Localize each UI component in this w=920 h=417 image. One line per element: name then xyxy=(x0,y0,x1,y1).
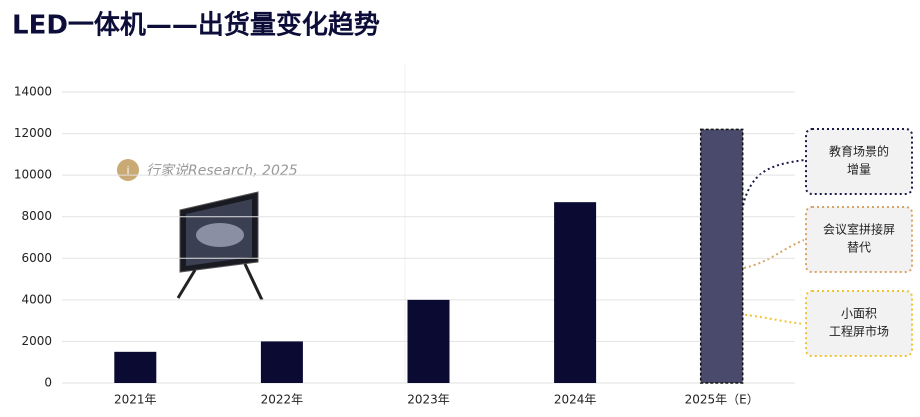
tv-illustration xyxy=(176,191,264,301)
watermark-logo: i xyxy=(117,159,139,181)
y-tick-label: 0 xyxy=(44,376,52,390)
annotation-text: 小面积 xyxy=(841,307,877,321)
y-tick-label: 12000 xyxy=(14,126,52,140)
x-tick-label: 2022年 xyxy=(261,393,304,407)
x-tick-label: 2021年 xyxy=(114,393,157,407)
bar xyxy=(114,351,157,383)
y-tick-label: 10000 xyxy=(14,168,52,182)
connector xyxy=(739,313,805,325)
annotation-text: 替代 xyxy=(847,241,871,255)
svg-text:i: i xyxy=(126,164,129,177)
y-tick-label: 8000 xyxy=(21,209,52,223)
x-tick-label: 2025年（E） xyxy=(685,393,759,407)
annotation-text: 工程屏市场 xyxy=(829,324,889,339)
connector xyxy=(743,239,805,269)
y-tick-label: 2000 xyxy=(21,334,52,348)
y-tick-label: 14000 xyxy=(14,85,52,99)
annotation-box xyxy=(805,128,913,195)
y-tick-label: 4000 xyxy=(21,292,52,306)
annotation-box xyxy=(805,206,913,273)
x-tick-label: 2024年 xyxy=(554,393,597,407)
annotation-text: 教育场景的 xyxy=(829,144,889,159)
bar xyxy=(554,202,597,383)
bar xyxy=(260,341,303,383)
bar xyxy=(407,299,450,383)
bar xyxy=(699,128,744,384)
annotation-text: 增量 xyxy=(847,163,871,177)
watermark: 行家说Research, 2025 xyxy=(146,163,298,179)
annotation-text: 会议室拼接屏 xyxy=(823,222,895,237)
chart-title: LED一体机——出货量变化趋势 xyxy=(12,10,380,41)
y-tick-label: 6000 xyxy=(21,251,52,265)
x-tick-label: 2023年 xyxy=(407,393,450,407)
annotation-box xyxy=(805,290,913,357)
